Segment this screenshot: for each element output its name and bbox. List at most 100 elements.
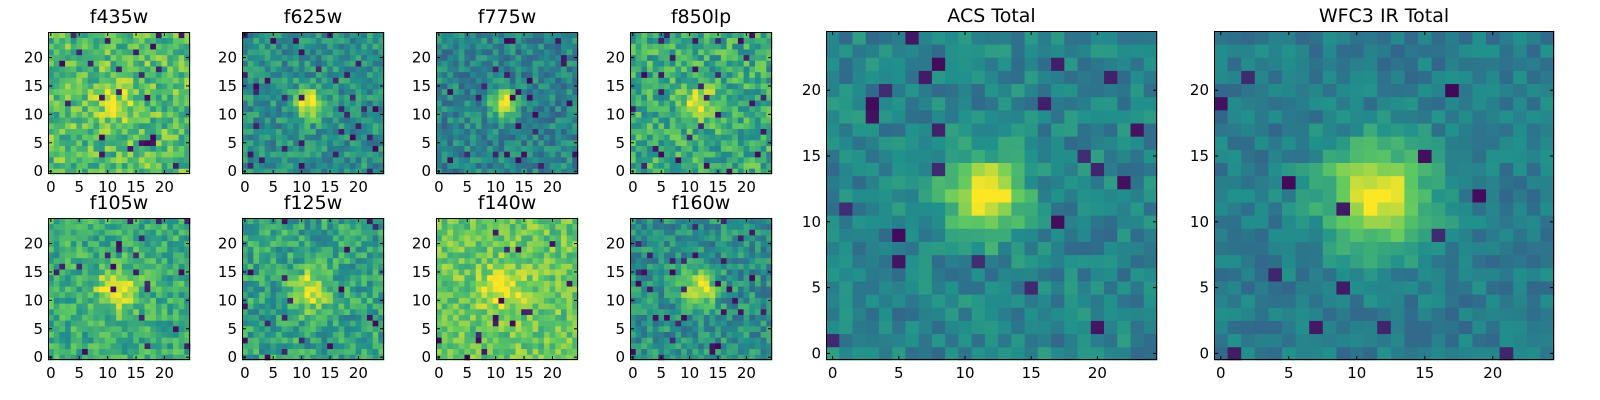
- heatmap-cell: [59, 151, 66, 158]
- heatmap-cell: [310, 342, 317, 350]
- heatmap-cell: [709, 54, 716, 61]
- heatmap-cell: [1390, 162, 1405, 177]
- heatmap-cell: [82, 308, 89, 315]
- heatmap-cell: [647, 100, 654, 107]
- heatmap-cell: [509, 60, 516, 67]
- heatmap-cell: [293, 337, 300, 344]
- heatmap-cell: [349, 331, 356, 338]
- heatmap-cell: [366, 60, 374, 67]
- heatmap-cell: [99, 308, 106, 315]
- heatmap-cell: [82, 37, 89, 44]
- heatmap-cell: [87, 100, 94, 107]
- heatmap-cell: [1486, 162, 1500, 177]
- heatmap-cell: [1051, 281, 1065, 295]
- heatmap-cell: [737, 66, 744, 73]
- heatmap-cell: [945, 57, 959, 71]
- heatmap-cell: [338, 151, 345, 158]
- heatmap-cell: [669, 134, 676, 141]
- heatmap-cell: [492, 162, 499, 169]
- heatmap-cell: [355, 297, 362, 304]
- heatmap-cell: [321, 117, 328, 124]
- heatmap-cell: [1090, 228, 1105, 242]
- heatmap-cell: [852, 215, 867, 229]
- heatmap-cell: [1350, 44, 1364, 58]
- heatmap-cell: [526, 134, 533, 141]
- heatmap-cell: [1011, 294, 1025, 308]
- heatmap-cell: [344, 71, 351, 78]
- heatmap-cell: [264, 314, 271, 321]
- heatmap-cell: [839, 281, 853, 295]
- heatmap-cell: [150, 151, 157, 158]
- heatmap-cell: [498, 168, 505, 175]
- heatmap-cell: [475, 66, 482, 73]
- heatmap-cell: [1241, 123, 1256, 137]
- heatmap-cell: [766, 117, 773, 124]
- heatmap-cell: [270, 274, 277, 281]
- heatmap-cell: [1377, 241, 1392, 256]
- heatmap-cell: [436, 151, 443, 158]
- heatmap-cell: [327, 325, 334, 332]
- heatmap-cell: [1051, 175, 1065, 190]
- heatmap-cell: [1472, 31, 1487, 45]
- heatmap-cell: [470, 122, 477, 129]
- heatmap-cell: [310, 145, 317, 152]
- heatmap-cell: [270, 348, 277, 355]
- heatmap-cell: [349, 325, 356, 332]
- heatmap-cell: [104, 156, 111, 164]
- heatmap-cell: [1295, 136, 1310, 150]
- heatmap-cell: [315, 354, 322, 361]
- heatmap-cell: [641, 94, 648, 101]
- heatmap-cell: [276, 342, 283, 350]
- heatmap-cell: [281, 139, 288, 146]
- heatmap-cell: [264, 156, 271, 164]
- heatmap-cell: [1037, 149, 1052, 163]
- heatmap-cell: [686, 111, 693, 118]
- heatmap-cell: [144, 291, 151, 298]
- heatmap-cell: [253, 151, 260, 158]
- heatmap-cell: [492, 151, 499, 158]
- heatmap-cell: [53, 308, 60, 315]
- heatmap-cell: [487, 151, 494, 158]
- heatmap-cell: [242, 66, 249, 73]
- heatmap-cell: [481, 71, 488, 78]
- heatmap-cell: [1377, 202, 1392, 216]
- heatmap-cell: [766, 43, 773, 50]
- heatmap-cell: [1143, 175, 1158, 190]
- heatmap-cell: [349, 139, 356, 146]
- heatmap-cell: [361, 43, 368, 50]
- heatmap-cell: [1458, 44, 1473, 58]
- heatmap-cell: [543, 168, 550, 175]
- heatmap-cell: [566, 88, 573, 95]
- heatmap-cell: [110, 325, 117, 332]
- heatmap-cell: [652, 111, 659, 118]
- heatmap-cell: [178, 37, 185, 44]
- heatmap-cell: [681, 156, 688, 164]
- heatmap-cell: [958, 136, 973, 150]
- heatmap-cell: [150, 246, 157, 253]
- heatmap-cell: [59, 111, 66, 118]
- heatmap-cell: [65, 32, 72, 39]
- heatmap-cell: [464, 37, 471, 44]
- heatmap-cell: [652, 117, 659, 124]
- heatmap-cell: [1336, 109, 1351, 124]
- heatmap-cell: [681, 66, 688, 73]
- heatmap-cell: [1363, 294, 1378, 308]
- heatmap-cell: [87, 246, 94, 253]
- heatmap-cell: [1513, 123, 1528, 137]
- heatmap-cell: [121, 297, 128, 304]
- heatmap-cell: [133, 66, 140, 73]
- heatmap-cell: [59, 274, 66, 281]
- heatmap-cell: [1024, 202, 1039, 216]
- heatmap-cell: [1418, 267, 1432, 282]
- heatmap-cell: [144, 94, 151, 101]
- heatmap-cell: [332, 117, 339, 124]
- heatmap-cell: [1024, 175, 1039, 190]
- heatmap-cell: [1143, 267, 1158, 282]
- heatmap-cell: [549, 66, 556, 73]
- heatmap-cell: [709, 145, 716, 152]
- heatmap-cell: [82, 88, 89, 95]
- heatmap-cell: [138, 303, 145, 310]
- heatmap-cell: [566, 37, 573, 44]
- heatmap-cell: [65, 252, 72, 259]
- heatmap-cell: [355, 111, 362, 118]
